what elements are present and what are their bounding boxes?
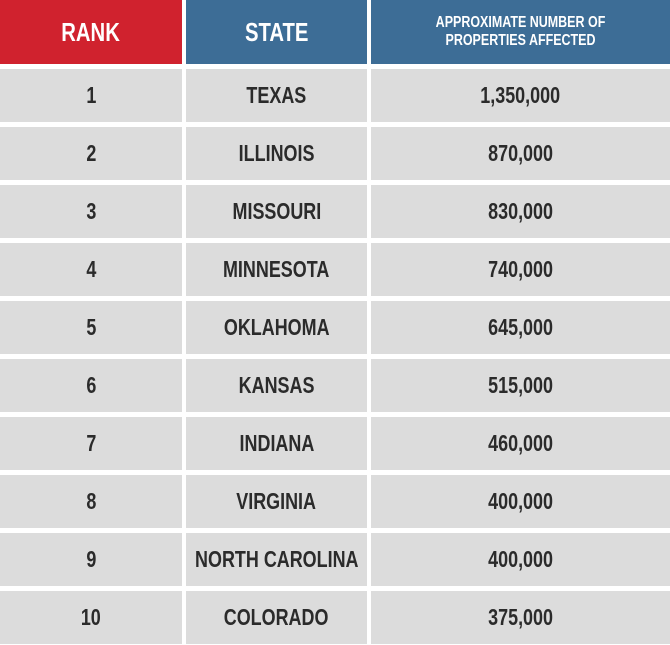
- table-cell: KANSAS: [186, 359, 367, 412]
- table-cell-text: VIRGINIA: [236, 488, 317, 514]
- header-cell: STATE: [186, 0, 367, 64]
- table-cell: 400,000: [371, 475, 670, 528]
- table-cell: NORTH CAROLINA: [186, 533, 367, 586]
- table-cell: ILLINOIS: [186, 127, 367, 180]
- table-cell-text: 870,000: [488, 140, 553, 166]
- table-cell-text: 460,000: [488, 430, 553, 456]
- table-cell: 1,350,000: [371, 69, 670, 122]
- table-cell-text: 515,000: [488, 372, 553, 398]
- table-cell-text: 7: [86, 430, 96, 456]
- table-cell: 9: [0, 533, 182, 586]
- table-cell-text: ILLINOIS: [238, 140, 315, 166]
- table-cell: 460,000: [371, 417, 670, 470]
- table-cell: TEXAS: [186, 69, 367, 122]
- header-cell-text: STATE: [244, 16, 309, 47]
- header-cell-text: APPROXIMATE NUMBER OF PROPERTIES AFFECTE…: [435, 14, 606, 49]
- table-cell-text: 8: [86, 488, 96, 514]
- table-cell-text: 400,000: [488, 546, 553, 572]
- table-cell-text: 375,000: [488, 604, 553, 630]
- table-cell: 515,000: [371, 359, 670, 412]
- table-cell-text: INDIANA: [239, 430, 314, 456]
- table-cell: MISSOURI: [186, 185, 367, 238]
- table-cell-text: 10: [81, 604, 101, 630]
- table-cell-text: 9: [86, 546, 96, 572]
- table-cell-text: TEXAS: [246, 82, 307, 108]
- table-cell: 645,000: [371, 301, 670, 354]
- table-cell-text: 645,000: [488, 314, 553, 340]
- table-cell-text: 2: [86, 140, 96, 166]
- table-cell-text: 4: [86, 256, 96, 282]
- table-cell-text: 1,350,000: [480, 82, 561, 108]
- table-cell: 740,000: [371, 243, 670, 296]
- table-cell: 375,000: [371, 591, 670, 644]
- header-cell-text: RANK: [61, 16, 121, 47]
- table-cell: COLORADO: [186, 591, 367, 644]
- table-cell: 1: [0, 69, 182, 122]
- table-cell: VIRGINIA: [186, 475, 367, 528]
- table-cell: OKLAHOMA: [186, 301, 367, 354]
- header-cell: RANK: [0, 0, 182, 64]
- header-cell: APPROXIMATE NUMBER OF PROPERTIES AFFECTE…: [371, 0, 670, 64]
- table-cell-text: 830,000: [488, 198, 553, 224]
- table-cell-text: 5: [86, 314, 96, 340]
- table-cell: 6: [0, 359, 182, 412]
- table-cell-text: 400,000: [488, 488, 553, 514]
- table-cell: 5: [0, 301, 182, 354]
- table-cell-text: COLORADO: [224, 604, 329, 630]
- table-cell-text: KANSAS: [238, 372, 315, 398]
- table-cell-text: MISSOURI: [232, 198, 321, 224]
- table-cell: 4: [0, 243, 182, 296]
- table-cell: 7: [0, 417, 182, 470]
- table-cell-text: 3: [86, 198, 96, 224]
- table-cell-text: OKLAHOMA: [223, 314, 330, 340]
- table-cell: 10: [0, 591, 182, 644]
- table-cell: 400,000: [371, 533, 670, 586]
- table-cell-text: 740,000: [488, 256, 553, 282]
- table-cell-text: MINNESOTA: [223, 256, 330, 282]
- table-cell: 8: [0, 475, 182, 528]
- table-cell: INDIANA: [186, 417, 367, 470]
- table-cell: 3: [0, 185, 182, 238]
- table-cell: MINNESOTA: [186, 243, 367, 296]
- table-cell-text: 1: [86, 82, 96, 108]
- table-cell-text: 6: [86, 372, 96, 398]
- table-cell: 2: [0, 127, 182, 180]
- table-cell: 870,000: [371, 127, 670, 180]
- table-cell-text: NORTH CAROLINA: [194, 546, 359, 572]
- table-cell: 830,000: [371, 185, 670, 238]
